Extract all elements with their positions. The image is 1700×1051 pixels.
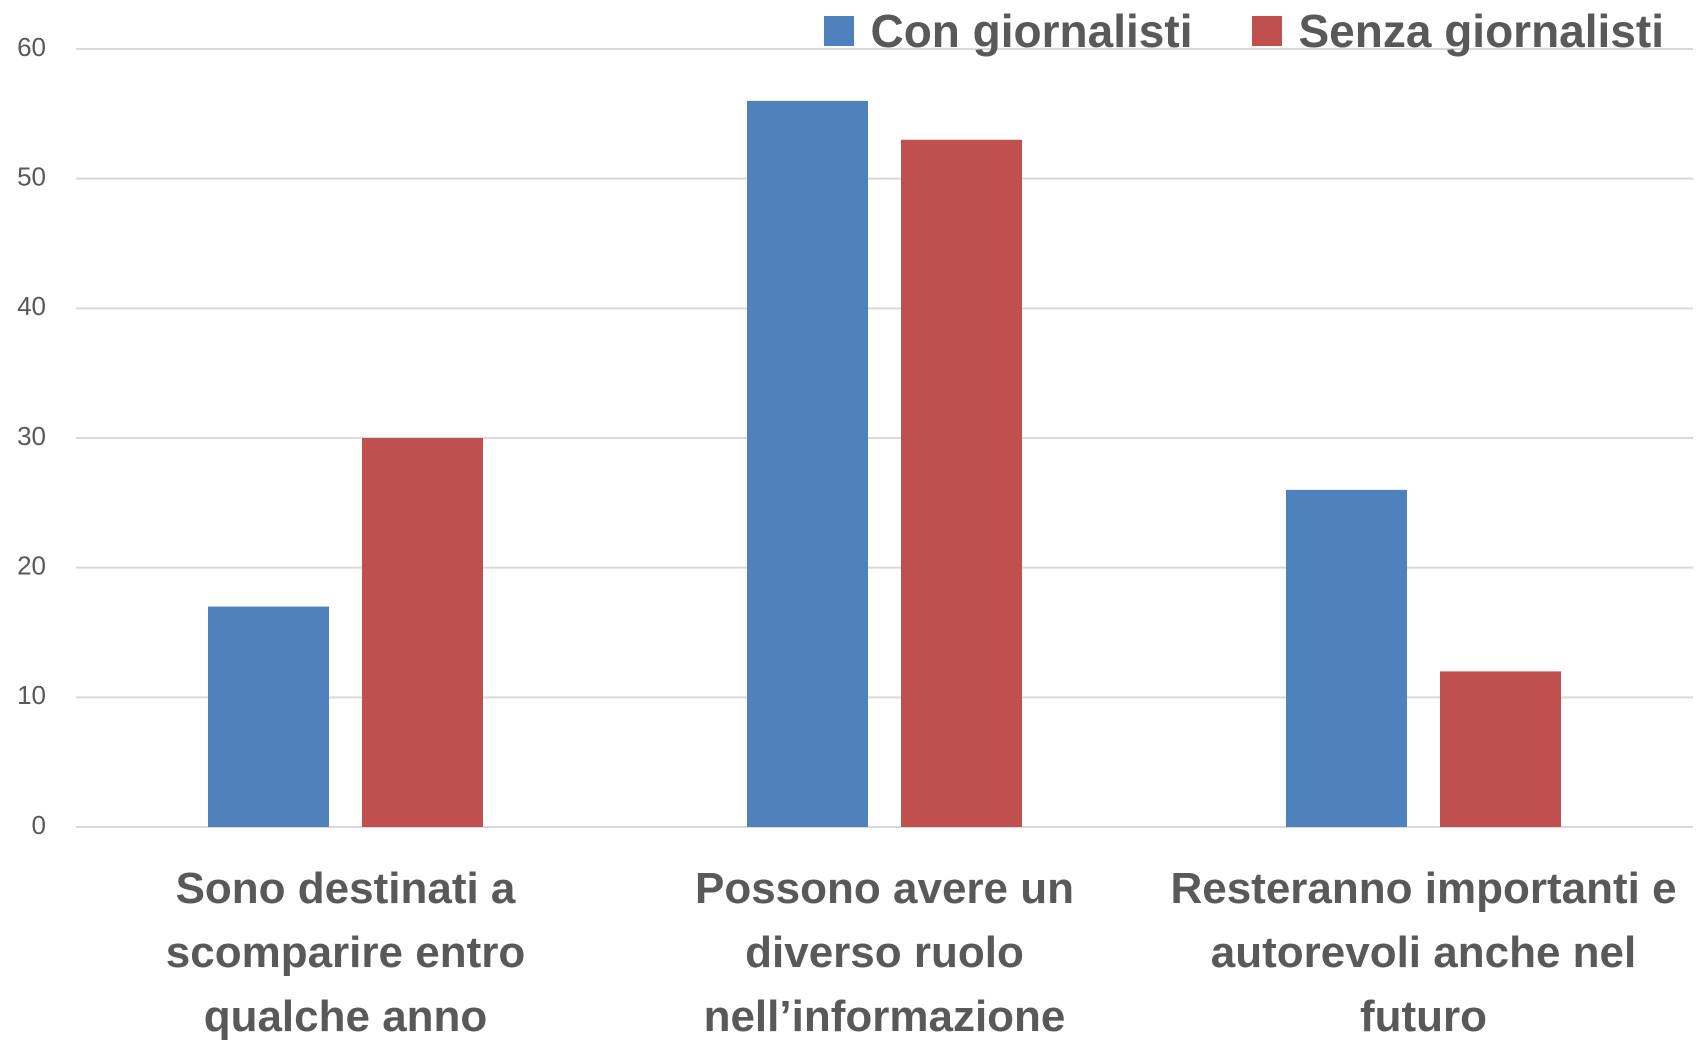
legend-item: Con giornalisti [824,4,1192,58]
y-tick-label: 40 [17,291,46,321]
y-tick-label: 10 [17,680,46,710]
legend-swatch [824,16,855,46]
y-tick-label: 20 [17,551,46,581]
y-tick-label: 30 [17,421,46,451]
y-tick-label: 50 [17,162,46,192]
bar [747,100,868,827]
legend-swatch [1252,16,1283,46]
x-tick-label: Possono avere un diverso ruolo nell’info… [694,864,1074,1041]
legend: Con giornalisti Senza giornalisti [824,4,1664,58]
bar [901,139,1022,827]
bar [1286,489,1407,827]
bar [362,438,483,827]
legend-item: Senza giornalisti [1252,4,1664,58]
bar [208,606,329,827]
legend-label: Senza giornalisti [1298,5,1664,57]
bar [1440,671,1561,827]
legend-label: Con giornalisti [870,5,1193,57]
x-tick-label: Sono destinati a scomparire entro qualch… [165,864,526,1041]
y-tick-label: 60 [17,32,46,62]
x-tick-label: Resteranno importanti e autorevoli anche… [1170,864,1677,1041]
y-tick-label: 0 [32,810,46,840]
